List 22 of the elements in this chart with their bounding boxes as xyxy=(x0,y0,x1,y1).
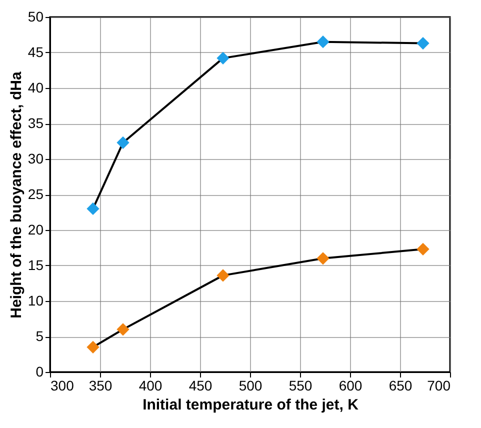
x-tick-label: 600 xyxy=(338,378,362,394)
x-tick-label: 550 xyxy=(288,378,312,394)
y-tick-label: 10 xyxy=(28,292,44,308)
y-tick-label: 0 xyxy=(36,364,44,380)
x-axis-title: Initial temperature of the jet, K xyxy=(142,396,359,414)
x-tick-label: 350 xyxy=(88,378,112,394)
y-tick-label: 45 xyxy=(28,44,44,60)
y-axis-title: Height of the buoyance effect, dHa xyxy=(8,71,25,318)
y-tick-label: 5 xyxy=(36,328,44,344)
y-tick-label: 20 xyxy=(28,222,44,238)
y-tick-label: 50 xyxy=(28,8,44,24)
x-tick-label: 400 xyxy=(138,378,162,394)
x-tick-label: 500 xyxy=(238,378,262,394)
x-tick-label: 450 xyxy=(188,378,212,394)
y-tick-label: 15 xyxy=(28,257,44,273)
y-tick-label: 30 xyxy=(28,150,44,166)
y-tick-label: 35 xyxy=(28,115,44,131)
x-tick-label: 300 xyxy=(50,378,74,394)
x-tick-label: 700 xyxy=(427,378,451,394)
x-tick-label: 650 xyxy=(388,378,412,394)
y-tick-label: 25 xyxy=(28,186,44,202)
y-tick-label: 40 xyxy=(28,80,44,96)
